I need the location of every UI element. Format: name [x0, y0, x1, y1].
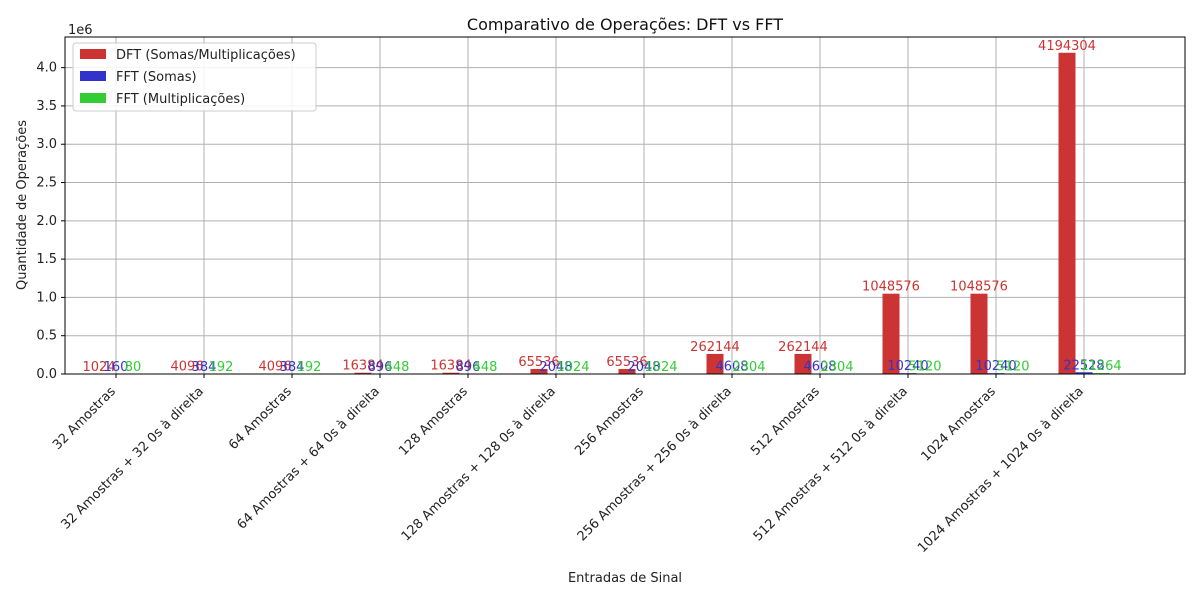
bar-value-label: 896 [368, 360, 393, 375]
chart-title: Comparativo de Operações: DFT vs FFT [467, 15, 783, 34]
bar-value-label: 65536 [518, 355, 559, 370]
bar-value-label: 1024 [82, 360, 115, 375]
bar-value-label: 384 [192, 360, 217, 375]
bar-fft-somas [1075, 372, 1093, 374]
bar-dft [530, 368, 548, 374]
bar-value-label: 2048 [627, 360, 660, 375]
x-tick-label: 1024 Amostras [918, 384, 999, 465]
x-tick-label: 128 Amostras + 128 0s à direita [399, 384, 559, 544]
bar-value-label: 262144 [690, 340, 740, 355]
y-tick-label: 2.5 [36, 176, 57, 191]
bar-value-label: 192 [209, 360, 234, 375]
legend: DFT (Somas/Multiplicações) FFT (Somas) F… [72, 42, 317, 112]
bar-dft [354, 372, 372, 374]
bar-value-label: 896 [456, 360, 481, 375]
y-tick-label: 2.0 [36, 214, 57, 229]
legend-label-dft: DFT (Somas/Multiplicações) [116, 48, 296, 63]
y-tick-label: 1.0 [36, 290, 57, 305]
bar-value-label: 10240 [887, 359, 928, 374]
legend-swatch-dft [80, 49, 106, 59]
bar-dft [970, 293, 988, 374]
bar-value-label: 1024 [644, 360, 677, 375]
bar-value-label: 4608 [715, 360, 748, 375]
y-scale-label: 1e6 [68, 23, 93, 38]
bar-value-label: 10240 [975, 359, 1016, 374]
bar-dft [706, 353, 724, 374]
y-tick-label: 0.5 [36, 329, 57, 344]
plot-frame [64, 36, 1186, 375]
legend-box [72, 42, 317, 112]
bar-value-label: 4194304 [1038, 39, 1096, 54]
data-labels: 1024 4096 4096 16384 16384 65536 65536 262144 26… [82, 39, 1121, 375]
bar-dft [618, 368, 636, 374]
x-tick-label: 256 Amostras + 256 0s à direita [575, 384, 735, 544]
bar-value-label: 5120 [996, 360, 1029, 375]
bar-value-label: 16384 [342, 359, 383, 374]
bar-dft [442, 372, 460, 374]
x-tick-label: 512 Amostras [748, 384, 823, 459]
legend-swatch-fft-somas [80, 71, 106, 81]
x-tick-label: 512 Amostras + 512 0s à direita [751, 384, 911, 544]
legend-label-fft-somas: FFT (Somas) [116, 70, 197, 85]
bar-value-label: 80 [125, 360, 142, 375]
bar-value-label: 1048576 [862, 280, 920, 295]
bar-value-label: 22528 [1063, 358, 1104, 373]
y-tick-label: 0.0 [36, 367, 57, 382]
y-tick-label: 4.0 [36, 61, 57, 76]
x-axis-label: Entradas de Sinal [568, 571, 682, 586]
bar-dft [794, 353, 812, 374]
ticks: 0.0 0.5 1.0 1.5 2.0 2.5 3.0 3.5 4.0 32 Amostras32… [36, 61, 1087, 556]
bar-value-label: 2304 [820, 360, 853, 375]
bar-value-label: 4608 [803, 360, 836, 375]
bars [90, 52, 1110, 374]
x-tick-label: 32 Amostras [50, 384, 119, 453]
bar-dft [1058, 52, 1076, 374]
x-tick-label: 64 Amostras + 64 0s à direita [234, 384, 382, 532]
x-tick-label: 256 Amostras [572, 384, 647, 459]
bar-value-label: 2304 [732, 360, 765, 375]
bar-value-label: 16384 [430, 359, 471, 374]
legend-swatch-fft-mult [80, 93, 106, 103]
bar-dft [882, 293, 900, 374]
bar-value-label: 384 [280, 360, 305, 375]
bar-value-label: 192 [297, 360, 322, 375]
legend-label-fft-mult: FFT (Multiplicações) [116, 92, 245, 107]
x-tick-label: 128 Amostras [396, 384, 471, 459]
bar-value-label: 262144 [778, 340, 828, 355]
y-tick-label: 1.5 [36, 252, 57, 267]
bar-value-label: 5120 [908, 360, 941, 375]
bar-value-label: 1024 [556, 360, 589, 375]
bar-value-label: 448 [473, 360, 498, 375]
x-tick-label: 32 Amostras + 32 0s à direita [58, 384, 206, 532]
x-tick-label: 64 Amostras [226, 384, 295, 453]
bar-value-label: 160 [104, 360, 129, 375]
y-tick-label: 3.0 [36, 137, 57, 152]
y-axis-label: Quantidade de Operações [15, 120, 30, 290]
x-tick-label: 1024 Amostras + 1024 0s à direita [915, 384, 1087, 556]
y-tick-label: 3.5 [36, 99, 57, 114]
bar-value-label: 1048576 [950, 280, 1008, 295]
bar-value-label: 448 [385, 360, 410, 375]
bar-value-label: 11264 [1080, 359, 1121, 374]
bar-value-label: 65536 [606, 355, 647, 370]
bar-value-label: 4096 [258, 360, 291, 375]
bar-value-label: 2048 [539, 360, 572, 375]
bar-value-label: 4096 [170, 360, 203, 375]
